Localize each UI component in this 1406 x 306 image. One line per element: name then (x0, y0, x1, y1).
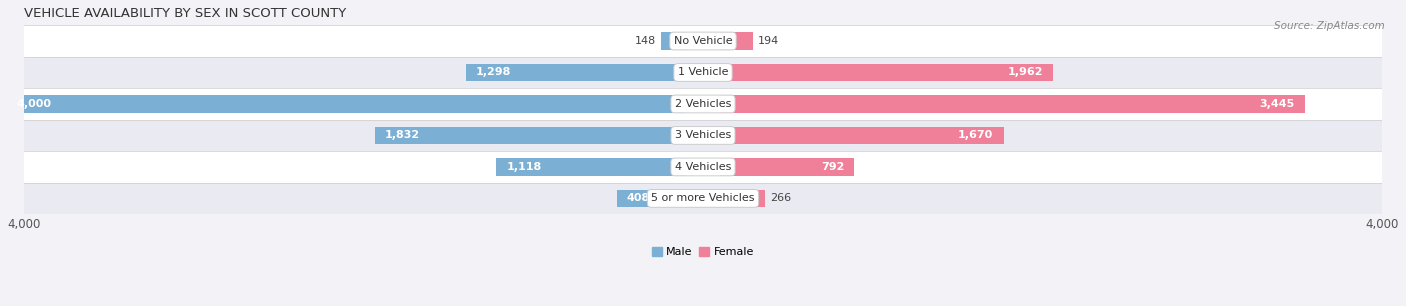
Bar (720, 158, 855, 176)
Text: 148: 148 (634, 36, 655, 46)
Bar (24, 151, 1382, 183)
Text: 4,000: 4,000 (17, 99, 52, 109)
Text: VEHICLE AVAILABILITY BY SEX IN SCOTT COUNTY: VEHICLE AVAILABILITY BY SEX IN SCOTT COU… (24, 7, 346, 20)
Legend: Male, Female: Male, Female (647, 242, 759, 262)
Bar (720, 127, 1004, 144)
Bar (24, 57, 1382, 88)
Bar (375, 127, 686, 144)
Text: 194: 194 (758, 36, 779, 46)
Bar (24, 183, 1382, 214)
Bar (465, 64, 686, 81)
Bar (661, 32, 686, 50)
Bar (496, 158, 686, 176)
Bar (720, 190, 765, 207)
Text: 1,298: 1,298 (475, 68, 512, 77)
Text: Source: ZipAtlas.com: Source: ZipAtlas.com (1274, 21, 1385, 32)
Text: 5 or more Vehicles: 5 or more Vehicles (651, 193, 755, 203)
Text: 1 Vehicle: 1 Vehicle (678, 68, 728, 77)
Bar (720, 95, 1305, 113)
Text: No Vehicle: No Vehicle (673, 36, 733, 46)
Text: 2 Vehicles: 2 Vehicles (675, 99, 731, 109)
Text: 1,670: 1,670 (957, 130, 994, 140)
Text: 266: 266 (770, 193, 792, 203)
Text: 1,962: 1,962 (1008, 68, 1043, 77)
Bar (24, 120, 1382, 151)
Text: 408: 408 (627, 193, 650, 203)
Text: 4 Vehicles: 4 Vehicles (675, 162, 731, 172)
Text: 3,445: 3,445 (1260, 99, 1295, 109)
Bar (617, 190, 686, 207)
Text: 3 Vehicles: 3 Vehicles (675, 130, 731, 140)
Bar (720, 64, 1053, 81)
Text: 792: 792 (821, 162, 845, 172)
Bar (720, 32, 754, 50)
Bar (24, 88, 1382, 120)
Text: 1,832: 1,832 (385, 130, 420, 140)
Text: 1,118: 1,118 (506, 162, 541, 172)
Bar (7, 95, 686, 113)
Bar (24, 25, 1382, 57)
